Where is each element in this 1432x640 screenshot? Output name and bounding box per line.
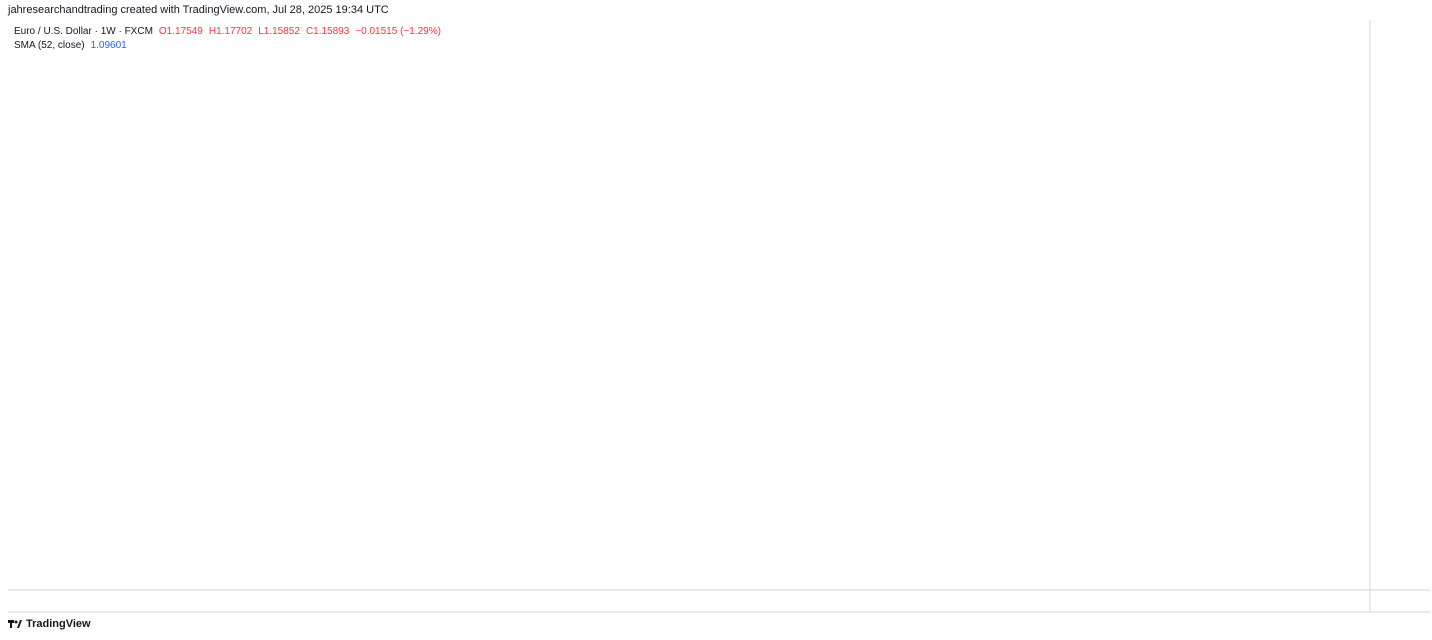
legend-sma: SMA (52, close) 1.09601	[14, 40, 127, 51]
header: jahresearchandtrading created with Tradi…	[8, 4, 389, 16]
legend-main: Euro / U.S. Dollar · 1W · FXCM O1.17549 …	[14, 26, 441, 37]
ohlc-high: H1.17702	[208, 26, 253, 37]
ohlc-low: L1.15852	[258, 26, 300, 37]
ohlc-close: C1.15893	[305, 26, 350, 37]
logo	[8, 620, 22, 628]
footer-text: TradingView	[26, 618, 91, 630]
sma-value: 1.09601	[90, 40, 127, 51]
ohlc-open: O1.17549	[158, 26, 203, 37]
ohlc-change: −0.01515 (−1.29%)	[355, 26, 441, 37]
symbol-title: Euro / U.S. Dollar · 1W · FXCM	[14, 26, 153, 37]
footer: TradingView	[8, 618, 91, 630]
sma-name: SMA (52, close)	[14, 40, 85, 51]
